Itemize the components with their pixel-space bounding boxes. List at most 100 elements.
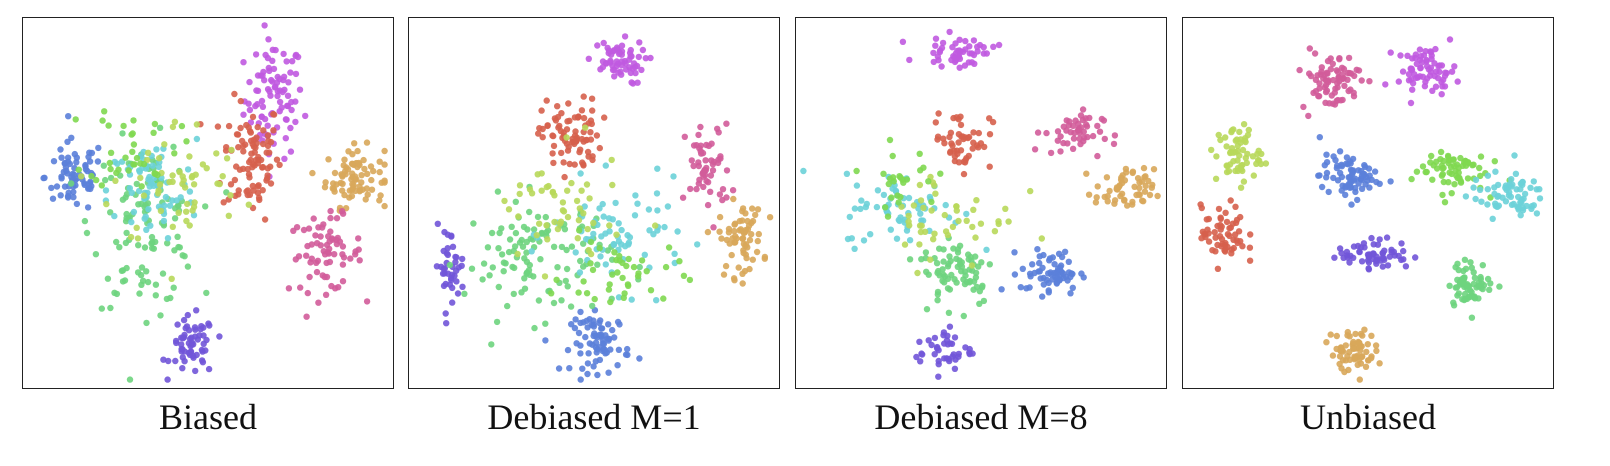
point [1306,70,1313,77]
point [103,200,110,208]
point [172,337,180,345]
point [130,117,137,124]
point [1216,233,1224,240]
point [537,256,544,263]
point [1232,137,1239,144]
point [73,159,80,166]
point [542,320,549,327]
point [577,350,584,357]
point [247,129,254,136]
point [341,156,348,163]
point [945,309,953,316]
point [203,165,210,172]
point [1038,235,1045,242]
point [1316,172,1323,179]
point [934,297,941,304]
point [130,141,138,148]
point [169,223,176,230]
point [100,162,108,169]
point [941,273,949,280]
point [580,210,587,217]
point [349,151,356,158]
point [923,306,931,313]
point [1521,190,1529,198]
point [1222,239,1229,247]
cluster-9 [501,124,659,280]
point [1355,67,1363,74]
cluster-7 [906,234,993,320]
point [1387,49,1394,56]
point [155,163,163,171]
point [647,54,654,62]
point [1364,341,1371,348]
point [916,150,923,157]
point [203,289,210,297]
point [717,153,724,160]
point [536,125,543,132]
point [1121,196,1128,204]
point [576,227,583,234]
point [1476,164,1483,172]
point [946,323,954,330]
point [1344,76,1351,83]
point [502,260,509,267]
point [932,42,939,49]
point [1330,76,1337,84]
point [559,199,567,206]
point [1484,172,1492,179]
point [946,133,953,141]
point [1318,183,1326,191]
point [306,273,313,281]
point [1368,234,1375,242]
point [616,321,623,328]
point [1457,154,1464,162]
point [630,263,638,271]
point [1536,195,1544,202]
point [193,307,200,314]
point [1472,176,1480,184]
point [611,73,618,80]
point [281,86,288,94]
point [134,269,142,276]
point [191,324,199,331]
point [694,241,701,248]
point [583,181,591,188]
point [188,334,195,341]
point [144,278,152,286]
point [376,168,383,176]
point [1222,209,1229,216]
point [951,365,959,372]
point [572,316,579,323]
point [1330,153,1337,160]
point [642,55,649,62]
point [149,162,156,169]
point [220,199,227,206]
point [1232,203,1239,210]
point [550,243,558,250]
point [1094,152,1101,160]
point [946,286,954,293]
point [580,93,587,100]
point [611,249,618,256]
point [84,167,91,175]
point [567,303,575,310]
point [965,59,972,66]
point [703,177,710,185]
point [274,92,281,100]
point [1351,175,1359,182]
point [646,227,653,234]
point [1262,160,1270,167]
point [624,281,632,288]
point [660,295,667,302]
point [618,42,626,49]
point [571,324,579,332]
point [1336,148,1344,155]
point [449,299,456,306]
point [1092,199,1100,206]
point [1379,263,1386,270]
point [598,233,605,240]
point [1067,290,1074,297]
point [125,167,132,174]
point [105,122,112,129]
point [57,146,64,153]
